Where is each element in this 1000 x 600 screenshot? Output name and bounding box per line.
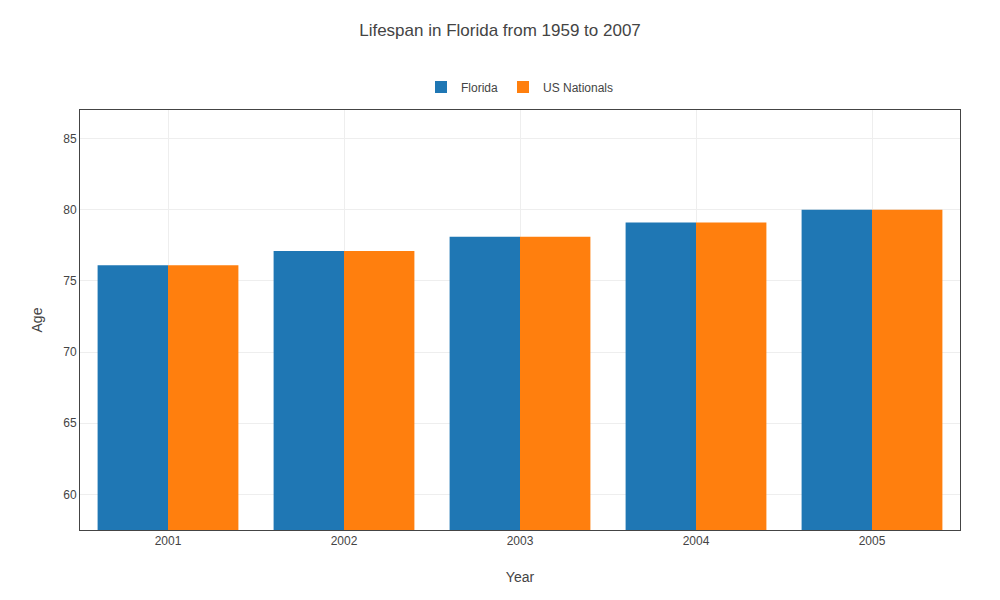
svg-text:Florida: Florida [461,81,498,95]
svg-text:85: 85 [63,132,77,146]
svg-text:US Nationals: US Nationals [543,81,613,95]
svg-text:2004: 2004 [683,534,710,548]
svg-text:2003: 2003 [507,534,534,548]
svg-text:70: 70 [63,345,77,359]
svg-text:Lifespan in Florida from 1959: Lifespan in Florida from 1959 to 2007 [359,21,641,40]
svg-text:2005: 2005 [859,534,886,548]
svg-text:65: 65 [63,416,77,430]
svg-text:60: 60 [63,488,77,502]
svg-text:2001: 2001 [155,534,182,548]
svg-text:Age: Age [29,307,45,332]
svg-text:75: 75 [63,274,77,288]
svg-text:Year: Year [506,569,535,585]
svg-text:80: 80 [63,203,77,217]
svg-text:2002: 2002 [331,534,358,548]
